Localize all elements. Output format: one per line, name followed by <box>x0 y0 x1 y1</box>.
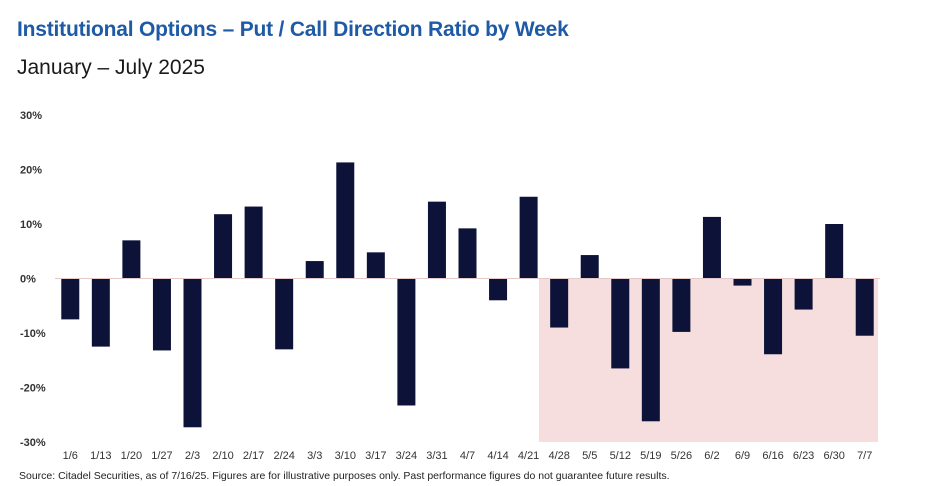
x-tick-label: 1/13 <box>90 450 111 462</box>
bar-5-12 <box>611 278 630 369</box>
y-tick-label: -10% <box>20 328 46 340</box>
x-tick-label: 2/10 <box>212 450 233 462</box>
bar-2-3 <box>183 278 202 428</box>
bar-3-24 <box>397 278 416 406</box>
x-tick-label: 4/21 <box>518 450 539 462</box>
y-tick-label: 10% <box>20 219 42 231</box>
x-tick-label: 3/24 <box>396 450 417 462</box>
x-tick-label: 2/3 <box>185 450 200 462</box>
x-tick-label: 2/17 <box>243 450 264 462</box>
bar-3-17 <box>366 252 385 279</box>
x-tick-label: 5/5 <box>582 450 597 462</box>
bar-6-2 <box>702 216 721 279</box>
bar-4-7 <box>458 228 477 279</box>
x-tick-label: 5/26 <box>671 450 692 462</box>
highlight-region <box>538 278 878 442</box>
bars-layer <box>61 162 874 428</box>
highlight-layer <box>538 278 878 442</box>
x-tick-label: 3/17 <box>365 450 386 462</box>
x-tick-label: 6/16 <box>762 450 783 462</box>
source-note: Source: Citadel Securities, as of 7/16/2… <box>19 470 670 482</box>
y-tick-label: -30% <box>20 437 46 449</box>
bar-3-31 <box>427 201 446 279</box>
bar-1-13 <box>91 278 110 347</box>
x-tick-label: 2/24 <box>273 450 294 462</box>
y-tick-label: 30% <box>20 110 42 122</box>
bar-4-14 <box>489 278 508 301</box>
bar-2-10 <box>214 214 233 279</box>
chart-title: Institutional Options – Put / Call Direc… <box>17 18 569 41</box>
bar-7-7 <box>855 278 874 336</box>
x-tick-label: 6/30 <box>823 450 844 462</box>
bar-1-6 <box>61 278 80 320</box>
bar-2-17 <box>244 206 263 279</box>
x-tick-label: 5/12 <box>610 450 631 462</box>
bar-6-9 <box>733 278 752 286</box>
bar-2-24 <box>275 278 294 350</box>
x-tick-label: 1/6 <box>63 450 78 462</box>
x-tick-label: 3/10 <box>335 450 356 462</box>
x-tick-label: 4/28 <box>548 450 569 462</box>
bar-5-19 <box>641 278 660 422</box>
x-tick-label: 3/3 <box>307 450 322 462</box>
bar-3-3 <box>305 261 324 279</box>
x-tick-label: 7/7 <box>857 450 872 462</box>
bar-3-10 <box>336 162 355 279</box>
bar-6-16 <box>764 278 783 355</box>
x-tick-label: 4/14 <box>487 450 508 462</box>
y-tick-label: -20% <box>20 383 46 395</box>
bar-6-23 <box>794 278 813 310</box>
bar-5-5 <box>580 255 599 279</box>
x-tick-label: 6/2 <box>704 450 719 462</box>
x-tick-label: 1/27 <box>151 450 172 462</box>
y-tick-label: 0% <box>20 274 36 286</box>
bar-5-26 <box>672 278 691 332</box>
x-tick-label: 6/23 <box>793 450 814 462</box>
x-tick-label: 1/20 <box>121 450 142 462</box>
bar-6-30 <box>825 224 844 279</box>
chart-subtitle: January – July 2025 <box>17 56 205 79</box>
x-tick-label: 6/9 <box>735 450 750 462</box>
bar-4-28 <box>550 278 569 328</box>
bar-4-21 <box>519 196 538 279</box>
x-tick-label: 4/7 <box>460 450 475 462</box>
x-tick-label: 3/31 <box>426 450 447 462</box>
bar-1-20 <box>122 240 141 279</box>
y-tick-label: 20% <box>20 165 42 177</box>
x-tick-label: 5/19 <box>640 450 661 462</box>
bar-1-27 <box>152 278 171 351</box>
axis-layer: 30% 20% 10% 0% -10% -20% -30% 1/6 1/13 1/20 1/27 2/… <box>20 110 880 462</box>
